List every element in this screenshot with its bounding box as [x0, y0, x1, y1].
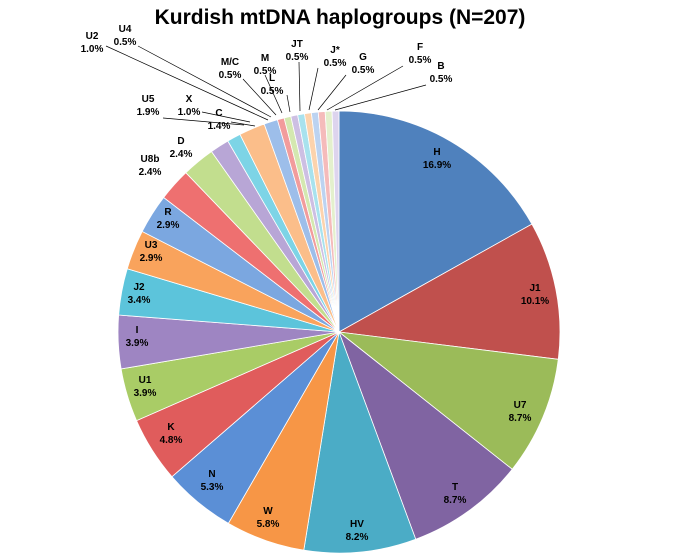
slice-value-j1: 10.1%: [521, 296, 549, 307]
slice-value-d: 2.4%: [170, 149, 193, 160]
leader-lines: [105, 45, 427, 127]
slice-labels: H 16.9% J1 10.1% U7 8.7% T 8.7% HV 8.2% W 5.8% N 5.3%…: [81, 24, 550, 543]
leader-line-g: [317, 74, 347, 111]
pie-slice-u7: [337, 331, 559, 470]
slice-value-b: 0.5%: [430, 74, 453, 85]
slice-label-u3: U3: [145, 240, 158, 251]
slice-label-d: D: [177, 136, 184, 147]
leader-line-j-star: [308, 67, 319, 111]
slice-label-x: X: [186, 94, 193, 105]
slice-value-x: 1.0%: [178, 107, 201, 118]
slice-value-u4: 0.5%: [114, 37, 137, 48]
slice-label-i: I: [136, 325, 139, 336]
slice-value-l: 0.5%: [261, 86, 284, 97]
slice-value-k: 4.8%: [160, 435, 183, 446]
slice-label-u2: U2: [86, 31, 99, 42]
slice-value-u3: 2.9%: [140, 253, 163, 264]
slice-value-hv: 8.2%: [346, 532, 369, 543]
slice-label-f: F: [417, 42, 423, 53]
leader-line-u5: [162, 117, 245, 126]
slice-value-m: 0.5%: [254, 66, 277, 77]
leader-line-m-c: [242, 78, 277, 116]
slice-value-g: 0.5%: [352, 65, 375, 76]
slice-value-w: 5.8%: [257, 519, 280, 530]
leader-line-x: [201, 111, 251, 123]
slice-label-r: R: [164, 207, 172, 218]
pie-slice-j1: [337, 223, 561, 360]
slice-value-i: 3.9%: [126, 338, 149, 349]
slice-value-c: 1.4%: [208, 121, 231, 132]
pie-slice-t: [338, 330, 513, 540]
slice-label-k: K: [167, 422, 175, 433]
slice-label-w: W: [263, 506, 273, 517]
slice-label-b: B: [437, 61, 444, 72]
slice-value-u7: 8.7%: [509, 413, 532, 424]
slice-value-m-c: 0.5%: [219, 70, 242, 81]
slice-label-n: N: [208, 469, 215, 480]
slice-label-h: H: [433, 147, 440, 158]
slice-label-l: L: [269, 73, 275, 84]
slice-value-r: 2.9%: [157, 220, 180, 231]
slice-value-jt: 0.5%: [286, 52, 309, 63]
leader-line-u4: [137, 45, 272, 118]
slice-label-c: C: [215, 108, 222, 119]
pie-slice-h: [338, 110, 533, 333]
slice-label-g: G: [359, 52, 367, 63]
leader-line-m: [264, 74, 283, 114]
leader-line-l: [286, 94, 291, 113]
slice-label-u4: U4: [119, 24, 132, 35]
slice-value-u1: 3.9%: [134, 388, 157, 399]
slice-label-u8b: U8b: [141, 154, 160, 165]
pie-slice-b: [331, 110, 340, 333]
slice-value-n: 5.3%: [201, 482, 224, 493]
slice-value-u2: 1.0%: [81, 44, 104, 55]
slice-value-t: 8.7%: [444, 495, 467, 506]
pie-slice-hv: [303, 330, 417, 554]
slice-value-j-star: 0.5%: [324, 58, 347, 69]
leader-line-f: [326, 65, 404, 111]
leader-line-jt: [298, 61, 301, 112]
slice-value-u5: 1.9%: [137, 107, 160, 118]
slice-label-u7: U7: [514, 400, 527, 411]
leader-line-u2: [105, 45, 269, 121]
slice-label-u5: U5: [142, 94, 155, 105]
slice-label-t: T: [452, 482, 458, 493]
slice-label-jt: JT: [291, 39, 303, 50]
chart-title: Kurdish mtDNA haplogroups (N=207): [154, 6, 526, 29]
slice-value-h: 16.9%: [423, 160, 451, 171]
slice-label-j-star: J*: [330, 45, 340, 56]
leader-line-b: [334, 84, 427, 111]
slice-label-u1: U1: [139, 375, 152, 386]
pie-slices: [117, 110, 561, 554]
slice-label-m-c: M/C: [221, 57, 239, 68]
slice-label-j2: J2: [133, 282, 145, 293]
slice-value-f: 0.5%: [409, 55, 432, 66]
slice-label-m: M: [261, 53, 269, 64]
slice-label-hv: HV: [350, 519, 364, 530]
slice-value-j2: 3.4%: [128, 295, 151, 306]
slice-label-j1: J1: [529, 283, 541, 294]
leader-line-c: [230, 121, 256, 127]
slice-value-u8b: 2.4%: [139, 167, 162, 178]
